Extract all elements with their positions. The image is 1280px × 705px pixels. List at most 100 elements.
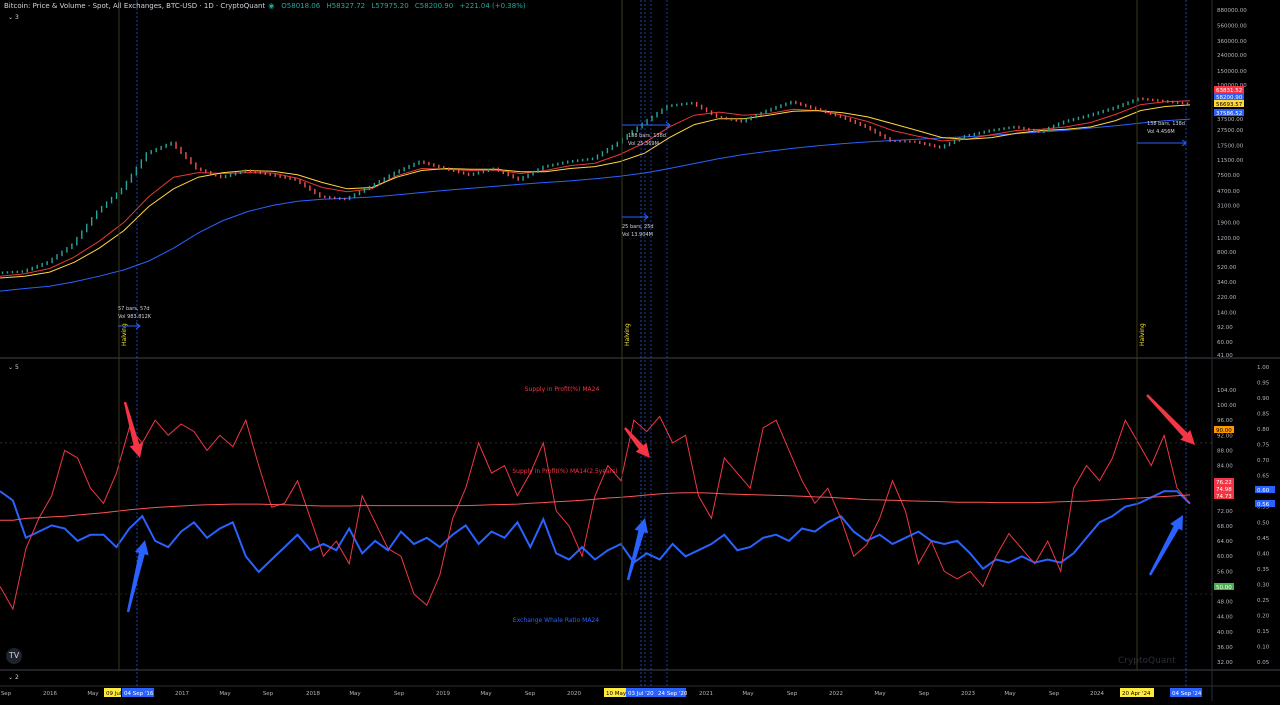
price-label: 37586.52	[1216, 111, 1242, 117]
indicator-right-tick: 0.35	[1257, 567, 1270, 573]
pane1-count: 3	[14, 14, 19, 21]
date-highlight-bg	[626, 688, 656, 697]
supply-profit-ma-title: Supply in Profit(%) MA14(2.5years)	[512, 468, 617, 475]
time-tick-label: 2023	[961, 691, 975, 697]
halving-label: Halving	[121, 323, 128, 346]
measure-bars-label: 25 bars, 25d	[622, 224, 654, 230]
indicator-right-tick: 0.55	[1257, 505, 1270, 511]
indicator-right-tick: 0.75	[1257, 443, 1270, 449]
indicator-right-tick: 0.80	[1257, 427, 1270, 433]
indicator-left-tick: 88.00	[1217, 448, 1233, 454]
measure-volume-label: Vol 13.904M	[622, 232, 653, 238]
measure-bars-label: 57 bars, 57d	[118, 306, 150, 312]
date-highlight-bg	[122, 688, 154, 697]
price-tick-label: 1200.00	[1217, 236, 1240, 242]
arrow-head-icon	[665, 121, 671, 129]
price-label: 58200.90	[1216, 95, 1243, 101]
price-label-bg	[1214, 100, 1244, 107]
measure-bars-label: 138 bars, 138d	[628, 133, 666, 139]
time-tick-label: Sep	[263, 691, 274, 697]
measure-bars-label: 138 bars, 138d	[1147, 121, 1185, 127]
date-highlight-bg	[1170, 688, 1202, 697]
price-tick-label: 340.00	[1217, 280, 1237, 286]
ohlc-low: L57975.20	[371, 2, 409, 10]
time-tick-label: 2020	[567, 691, 581, 697]
ohlc-change: +221.04 (+0.38%)	[459, 2, 526, 10]
time-tick-label: May	[480, 691, 492, 697]
pane3-collapse-button[interactable]: ⌄ 2	[8, 674, 19, 681]
date-highlight-label: 20 Apr '24	[1122, 691, 1151, 697]
time-tick-label: May	[1004, 691, 1016, 697]
indicator-value-bg	[1214, 583, 1234, 590]
price-label: 63831.52	[1216, 88, 1242, 94]
indicator-value-bg	[1214, 485, 1234, 492]
price-tick-label: 140.00	[1217, 311, 1237, 317]
indicator-left-tick: 84.00	[1217, 464, 1233, 470]
indicator-value-bg	[1255, 500, 1275, 507]
price-ma-blue-line	[0, 118, 1191, 292]
indicator-left-tick: 40.00	[1217, 630, 1233, 636]
highlight-arrow-icon	[1148, 515, 1183, 576]
supply-profit-line	[0, 415, 1191, 611]
indicator-value-bg	[1214, 478, 1234, 485]
arrow-head-icon	[1181, 139, 1187, 147]
time-tick-label: Sep	[1049, 691, 1060, 697]
indicator-left-tick: 36.00	[1217, 645, 1233, 651]
indicator-left-tick: 60.00	[1217, 554, 1233, 560]
indicator-left-tick: 72.00	[1217, 509, 1233, 515]
measure-volume-label: Vol 983.812K	[118, 314, 152, 320]
price-label-bg	[1214, 86, 1244, 93]
indicator-left-tick: 92.00	[1217, 433, 1233, 439]
indicator-left-tick: 44.00	[1217, 615, 1233, 621]
price-tick-label: 560000.00	[1217, 24, 1247, 30]
ohlc-high: H58327.72	[326, 2, 366, 10]
pane3-count: 2	[14, 674, 19, 681]
symbol-title[interactable]: Bitcoin: Price & Volume - Spot, All Exch…	[4, 2, 266, 10]
time-tick-label: Sep	[394, 691, 405, 697]
time-tick-label: 2018	[306, 691, 320, 697]
indicator-right-tick: 0.10	[1257, 644, 1270, 650]
indicator-left-tick: 48.00	[1217, 600, 1233, 606]
highlight-arrow-icon	[126, 540, 149, 613]
indicator-left-tick: 64.00	[1217, 539, 1233, 545]
highlight-arrow-icon	[1146, 394, 1195, 445]
price-tick-label: 11500.00	[1217, 158, 1244, 164]
time-tick-label: May	[219, 691, 231, 697]
pane2-collapse-button[interactable]: ⌄ 5	[8, 364, 19, 371]
price-tick-label: 27500.00	[1217, 128, 1244, 134]
indicator-right-tick: 0.25	[1257, 598, 1270, 604]
price-tick-label: 92.00	[1217, 325, 1233, 331]
halving-label: Halving	[624, 323, 631, 346]
indicator-right-tick: 0.30	[1257, 582, 1270, 588]
price-tick-label: 360000.00	[1217, 39, 1247, 45]
price-tick-label: 520.00	[1217, 265, 1237, 271]
price-tick-label: 150000.00	[1217, 69, 1247, 75]
time-tick-label: Sep	[1, 691, 12, 697]
price-tick-label: 3100.00	[1217, 203, 1240, 209]
halving-label: Halving	[1139, 323, 1146, 346]
indicator-left-tick: 56.00	[1217, 569, 1233, 575]
indicator-value-bg	[1214, 492, 1234, 499]
indicator-value-label: 74.73	[1216, 494, 1232, 500]
date-highlight-bg	[1120, 688, 1154, 697]
whale-ratio-line	[0, 490, 1191, 574]
indicator-right-tick: 0.15	[1257, 629, 1270, 635]
tradingview-logo-icon[interactable]: TV	[6, 648, 22, 664]
price-tick-label: 240000.00	[1217, 53, 1247, 59]
time-tick-label: 2024	[1090, 691, 1104, 697]
date-highlight-bg	[604, 688, 626, 697]
time-tick-label: Sep	[787, 691, 798, 697]
pane1-collapse-button[interactable]: ⌄ 3	[8, 14, 19, 21]
indicator-left-tick: 100.00	[1217, 403, 1237, 409]
supply-profit-ma-line	[0, 492, 1191, 521]
time-tick-label: 2016	[43, 691, 57, 697]
price-tick-label: 17500.00	[1217, 144, 1244, 150]
highlight-arrow-icon	[626, 518, 649, 581]
date-highlight-label: 09 Jul	[106, 691, 122, 697]
time-tick-label: 2019	[436, 691, 450, 697]
price-tick-label: 41.00	[1217, 353, 1233, 359]
time-tick-label: Sep	[525, 691, 536, 697]
indicator-right-tick: 0.20	[1257, 613, 1270, 619]
